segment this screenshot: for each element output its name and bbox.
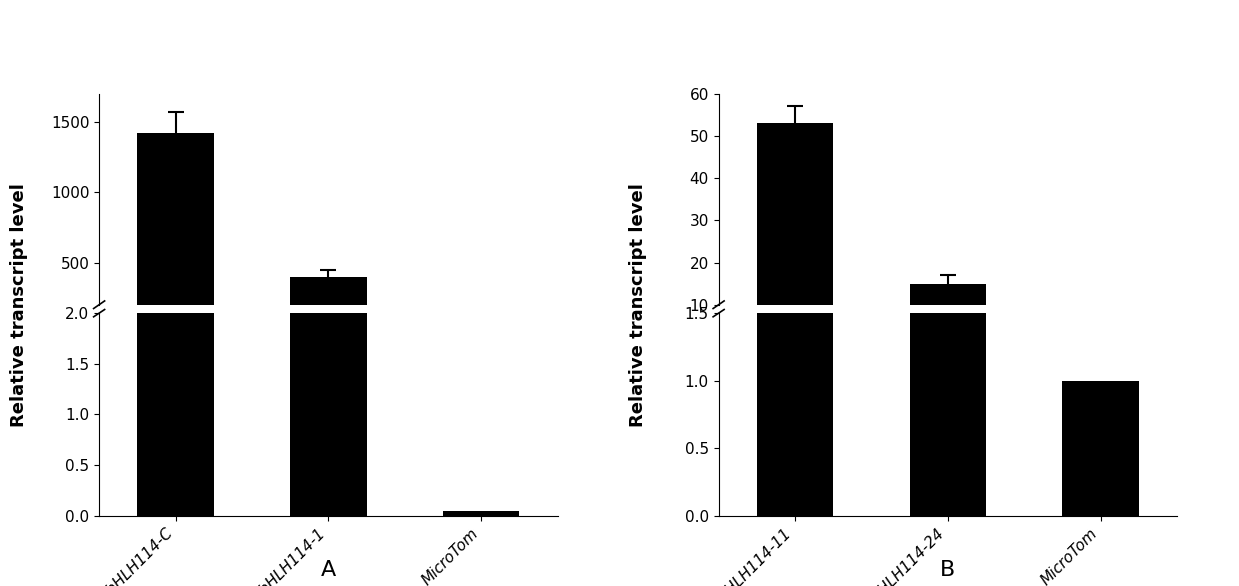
Bar: [138, 313, 213, 516]
Bar: [138, 133, 213, 333]
Bar: [909, 313, 986, 516]
Bar: [757, 313, 833, 516]
Bar: [909, 284, 986, 347]
Bar: [290, 277, 367, 333]
Bar: [444, 510, 519, 516]
Text: A: A: [321, 560, 336, 580]
Bar: [757, 123, 833, 347]
Bar: [290, 313, 367, 516]
Text: Relative transcript level: Relative transcript level: [10, 183, 27, 427]
Text: Relative transcript level: Relative transcript level: [629, 183, 647, 427]
Bar: [1062, 381, 1139, 516]
Text: B: B: [940, 560, 955, 580]
